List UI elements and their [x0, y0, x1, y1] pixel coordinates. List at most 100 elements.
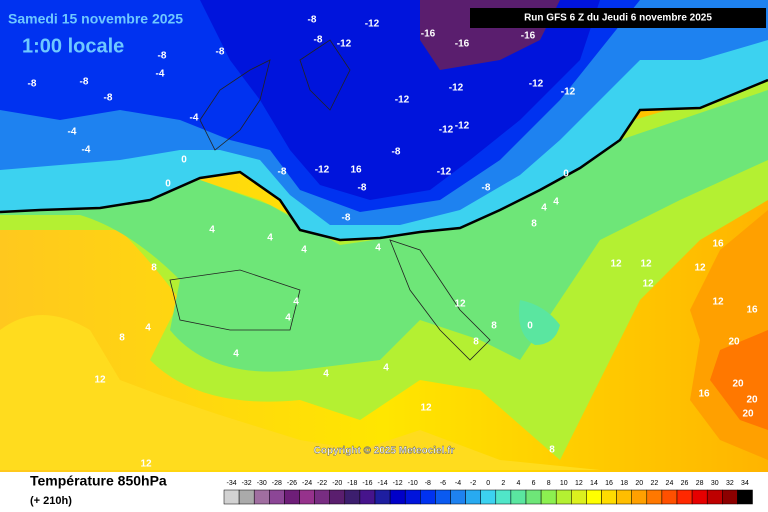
scale-label: -28: [272, 480, 282, 487]
scale-swatch: [374, 489, 391, 505]
contour-label: -4: [156, 69, 165, 80]
warm-zone: [0, 315, 600, 470]
contour-label: 12: [610, 259, 622, 270]
scale-label: 12: [575, 480, 583, 487]
contour-label: -12: [439, 125, 454, 136]
contour-label: -12: [449, 83, 464, 94]
contour-label: 20: [746, 395, 758, 406]
contour-label: 4: [145, 323, 151, 334]
contour-label: -8: [104, 93, 113, 104]
contour-label: -12: [529, 79, 544, 90]
contour-label: 0: [563, 169, 569, 180]
scale-swatch: [722, 489, 738, 505]
contour-label: -12: [437, 167, 452, 178]
scale-label: -14: [377, 480, 387, 487]
scale-label: 8: [547, 480, 551, 487]
scale-swatch: [691, 489, 708, 505]
contour-label: -12: [337, 39, 352, 50]
contour-label: 12: [140, 459, 152, 470]
contour-label: 4: [301, 245, 307, 256]
contour-label: 12: [94, 375, 106, 386]
scale-swatch: [344, 489, 361, 505]
contour-label: 12: [420, 403, 432, 414]
scale-swatch: [269, 489, 285, 505]
scale-swatch: [631, 489, 648, 505]
scale-label: 14: [590, 480, 598, 487]
contour-label: 4: [233, 349, 239, 360]
scale-label: -30: [257, 480, 267, 487]
contour-label: 4: [323, 369, 329, 380]
scale-swatch: [601, 489, 617, 505]
contour-label: 4: [383, 363, 389, 374]
scale-label: 20: [635, 480, 643, 487]
contour-label: 20: [742, 409, 754, 420]
cool-pocket: [519, 300, 560, 345]
cool-zone: [0, 90, 768, 372]
scale-label: 32: [726, 480, 734, 487]
contour-label: 8: [151, 263, 157, 274]
scale-swatch: [510, 489, 527, 505]
scale-label: -20: [332, 480, 342, 487]
contour-label: -8: [308, 15, 317, 26]
contour-label: 8: [119, 333, 125, 344]
contour-label: 16: [698, 389, 710, 400]
scale-swatch: [616, 489, 632, 505]
contour-label: 8: [473, 337, 479, 348]
scale-swatch: [676, 489, 693, 505]
contour-label: 8: [549, 445, 555, 456]
contour-label: 12: [694, 263, 706, 274]
contour-label: 0: [181, 155, 187, 166]
contour-label: -12: [455, 121, 470, 132]
contour-label: 20: [728, 337, 740, 348]
scale-swatch: [420, 489, 436, 505]
contour-label: 4: [293, 297, 299, 308]
scale-label: 6: [532, 480, 536, 487]
contour-label: -8: [392, 147, 401, 158]
scale-swatch: [480, 489, 497, 505]
contour-label: 4: [267, 233, 273, 244]
scale-label: -10: [408, 480, 418, 487]
contour-label: -8: [158, 51, 167, 62]
scale-swatch: [525, 489, 542, 505]
contour-label: 0: [165, 179, 171, 190]
zero-isotherm: [0, 78, 768, 242]
contour-label: -16: [521, 31, 536, 42]
scale-swatch: [435, 489, 451, 505]
scale-label: 30: [711, 480, 719, 487]
scale-label: 10: [560, 480, 568, 487]
contour-label: -16: [455, 39, 470, 50]
run-box: [470, 8, 766, 28]
contour-label: -8: [278, 167, 287, 178]
scale-swatch: [299, 489, 315, 505]
scale-swatch: [359, 489, 376, 505]
contour-label: -8: [80, 77, 89, 88]
scale-swatch: [646, 489, 663, 505]
hottest-zone: [710, 330, 768, 430]
legend-title: Température 850hPa: [30, 473, 167, 489]
contour-label: 4: [209, 225, 215, 236]
contour-label: 8: [531, 219, 537, 230]
run-info: Run GFS 6 Z du Jeudi 6 novembre 2025: [524, 13, 712, 24]
scale-swatch: [389, 489, 406, 505]
scale-label: -22: [317, 480, 327, 487]
contour-label: 12: [454, 299, 466, 310]
contour-label: -8: [314, 35, 323, 46]
scale-label: -4: [455, 480, 461, 487]
scale-label: -12: [393, 480, 403, 487]
map: Run GFS 6 Z du Jeudi 6 novembre 2025 Sam…: [0, 0, 768, 472]
contour-label: 12: [640, 259, 652, 270]
contour-label: 4: [375, 243, 381, 254]
scale-swatch: [223, 489, 240, 505]
contour-label: 16: [350, 165, 362, 176]
scale-swatch: [314, 489, 330, 505]
scale-swatch: [661, 489, 678, 505]
scale-swatch: [495, 489, 512, 505]
scale-swatch: [253, 489, 270, 505]
scale-label: -34: [226, 480, 236, 487]
scale-label: 28: [696, 480, 704, 487]
scale-label: -18: [347, 480, 357, 487]
contour-label: -8: [358, 183, 367, 194]
scale-label: -24: [302, 480, 312, 487]
scale-label: 24: [666, 480, 674, 487]
scale-label: -6: [440, 480, 446, 487]
